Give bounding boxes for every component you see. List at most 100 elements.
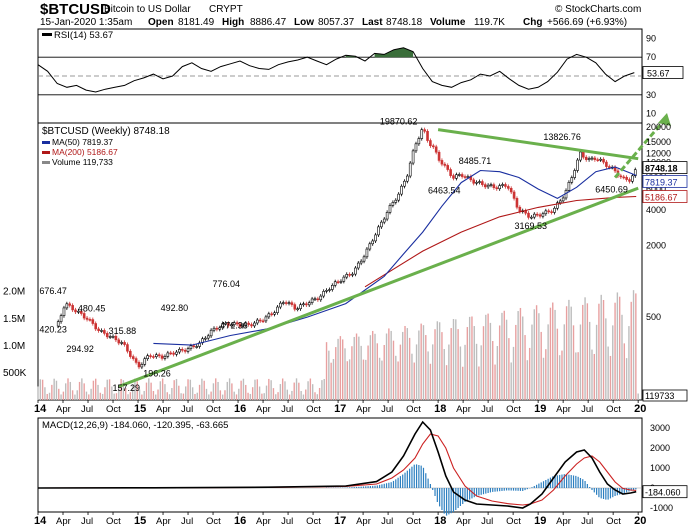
candle-body: [230, 324, 233, 327]
price-time-label: 17: [334, 403, 346, 415]
volume-bar: [81, 378, 83, 400]
candle-body: [605, 161, 608, 167]
price-time-label: Apr: [556, 404, 571, 415]
macd-histogram-bar: [397, 477, 399, 488]
price-candle: [431, 143, 435, 149]
volume-bar: [261, 393, 263, 400]
volume-bar: [302, 394, 305, 400]
candle-body: [593, 157, 597, 160]
macd-histogram-bar: [535, 484, 538, 488]
volume-bar: [372, 330, 374, 400]
volume-bar: [136, 381, 138, 400]
volume-bar: [316, 394, 319, 400]
rsi-current-box: [642, 66, 684, 79]
price-candle: [391, 200, 395, 208]
candle-body: [633, 169, 637, 177]
volume-bar: [487, 313, 489, 400]
candle-body: [547, 210, 551, 213]
rsi-tick-label: 70: [646, 52, 656, 62]
price-candle: [584, 155, 588, 162]
price-time-label: Oct: [206, 404, 221, 415]
price-candle: [619, 173, 623, 180]
price-candle: [501, 182, 504, 188]
price-candle: [114, 334, 118, 342]
volume-bar: [602, 300, 605, 400]
candle-body: [368, 243, 372, 250]
volume-bar: [399, 344, 402, 400]
volume-bar: [129, 392, 132, 400]
price-candle: [331, 283, 334, 292]
macd-histogram-bar: [552, 476, 554, 488]
price-candle: [238, 321, 242, 329]
candle-body: [619, 175, 623, 178]
volume-bar: [635, 293, 637, 400]
support-trendline: [118, 186, 639, 388]
macd-histogram-bar: [607, 488, 609, 500]
volume-bar: [272, 388, 275, 400]
candle-body: [420, 129, 424, 139]
price-candle: [224, 321, 227, 326]
volume-bar: [115, 393, 118, 400]
volume-bar: [53, 378, 55, 400]
macd-histogram-bar: [482, 488, 485, 495]
price-candle: [460, 172, 464, 179]
volume-bar: [526, 360, 529, 400]
volume-bar: [376, 343, 379, 400]
macd-time-label: Oct: [506, 516, 521, 527]
volume-bar: [254, 379, 256, 400]
price-candle: [218, 325, 222, 332]
price-candle: [103, 328, 106, 336]
price-candle: [550, 209, 553, 215]
price-candle: [253, 320, 256, 329]
volume-bar: [51, 384, 53, 400]
macd-histogram-bar: [572, 475, 575, 488]
volume-bar: [99, 392, 102, 400]
volume-bar: [113, 393, 115, 400]
volume-bar: [593, 353, 595, 400]
price-tick-label: 20000: [646, 122, 671, 132]
macd-time-label: Oct: [206, 516, 221, 527]
macd-histogram-bar: [621, 488, 623, 494]
price-candle: [59, 313, 63, 324]
volume-bar: [418, 330, 420, 400]
candle-body: [94, 323, 98, 330]
price-candle: [628, 177, 631, 184]
volume-bar: [281, 378, 284, 400]
volume-bar: [122, 380, 125, 400]
candle-body: [71, 305, 74, 311]
price-candle: [417, 136, 421, 146]
volume-bar: [339, 336, 342, 400]
price-annotation: 13826.76: [543, 132, 581, 142]
volume-bar: [381, 360, 383, 400]
candle-body: [77, 310, 80, 313]
macd-histogram-bar: [418, 465, 420, 488]
macd-histogram-bar: [568, 474, 570, 488]
candle-body: [221, 323, 224, 329]
candle-body: [195, 346, 198, 348]
open-label: Open: [148, 17, 174, 28]
candle-body: [527, 212, 530, 218]
volume-bar: [138, 389, 141, 400]
volume-bar: [201, 378, 203, 400]
macd-histogram-bar: [445, 488, 448, 516]
volume-bar: [598, 303, 600, 400]
volume-bar: [388, 328, 390, 400]
volume-bar: [249, 393, 252, 400]
price-time-label: Apr: [156, 404, 171, 415]
candle-body: [628, 179, 631, 182]
candle-body: [489, 184, 493, 186]
price-candle: [322, 289, 325, 299]
volume-bar: [355, 333, 358, 400]
volume-bar: [106, 379, 108, 400]
candle-body: [414, 143, 418, 152]
candle-body: [498, 185, 501, 190]
price-candle: [622, 174, 626, 180]
price-annotation: 6463.54: [428, 186, 461, 196]
macd-histogram-bar: [485, 488, 487, 494]
volume-bar: [240, 380, 242, 400]
macd-histogram-bar: [425, 473, 427, 488]
price-candle: [472, 177, 475, 186]
candle-body: [403, 180, 406, 187]
price-candle: [120, 340, 123, 346]
volume-bar: [362, 359, 365, 400]
